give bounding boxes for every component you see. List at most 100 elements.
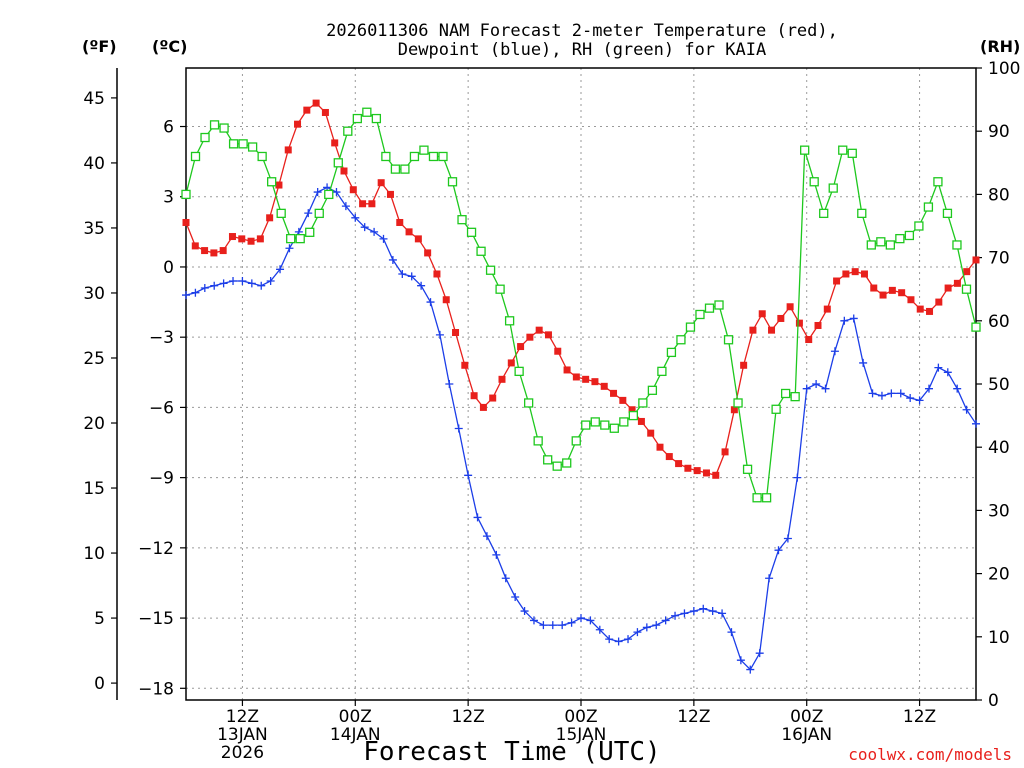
dewpoint-point: [511, 593, 520, 602]
rh-tick-label: 20: [988, 565, 1010, 585]
chart-title-line-2: Dewpoint (blue), RH (green) for KAIA: [398, 40, 766, 60]
rh-point: [647, 385, 658, 395]
rh-point: [628, 410, 638, 421]
dewpoint-point: [774, 546, 783, 555]
rh-point: [704, 303, 715, 313]
dewpoint-point: [614, 637, 623, 646]
dewpoint-point: [924, 384, 933, 393]
temperature-point: [712, 471, 720, 479]
dewpoint-point: [605, 635, 614, 644]
rh-point: [885, 240, 895, 250]
rh-point: [476, 246, 486, 256]
dewpoint-point: [247, 279, 256, 288]
dewpoint-point: [341, 202, 350, 211]
temperature-point: [814, 321, 822, 329]
rh-point: [771, 404, 781, 414]
rh-point: [352, 113, 362, 124]
time-tick-label: 12Z: [452, 707, 485, 727]
dewpoint-point: [727, 628, 736, 637]
dewpoint-point: [266, 277, 275, 286]
rh-point: [276, 208, 286, 219]
dewpoint-point: [388, 255, 397, 264]
rh-point: [723, 335, 734, 345]
rh-point: [504, 316, 515, 326]
rh-point: [733, 398, 743, 408]
rh-point: [457, 215, 467, 225]
rh-point: [371, 113, 382, 124]
rh-point: [209, 120, 220, 130]
time-tick-label: 16JAN: [781, 725, 832, 745]
dewpoint-point: [718, 609, 727, 618]
temperature-point: [386, 190, 394, 198]
rh-point: [752, 493, 762, 503]
temperature-point: [452, 329, 460, 337]
time-tick-label: 12Z: [226, 707, 259, 727]
temperature-point: [656, 443, 664, 451]
dewpoint-point: [473, 513, 482, 522]
rh-point: [562, 458, 572, 468]
rh-point: [324, 189, 334, 200]
temperature-point: [721, 448, 729, 456]
temperature-point: [879, 291, 887, 299]
celsius-tick-label: −3: [149, 328, 174, 348]
rh-point: [971, 322, 981, 332]
fahrenheit-tick-label: 5: [94, 609, 105, 629]
time-tick-label: 14JAN: [330, 725, 381, 745]
series-dewpoint: [182, 183, 980, 674]
temperature-point: [219, 247, 227, 255]
dewpoint-point: [859, 358, 868, 367]
fahrenheit-tick-label: 35: [83, 219, 105, 239]
dewpoint-point: [454, 424, 463, 433]
rh-point: [247, 142, 258, 152]
rh-point: [695, 309, 705, 320]
dewpoint-point: [586, 616, 595, 625]
temperature-point: [414, 235, 422, 243]
dewpoint-point: [285, 244, 294, 253]
temperature-point: [963, 268, 971, 276]
dewpoint-point: [943, 368, 952, 377]
temperature-point: [507, 359, 515, 367]
dewpoint-point: [972, 419, 980, 428]
rh-point: [866, 240, 876, 250]
temperature-point: [591, 378, 599, 386]
rh-point: [571, 436, 581, 446]
rh-point: [238, 139, 248, 149]
rh-point: [857, 208, 867, 219]
temperature-point: [600, 382, 608, 390]
celsius-tick-label: 0: [163, 258, 174, 278]
dewpoint-point: [652, 621, 661, 630]
temperature-point: [898, 289, 906, 297]
dewpoint-point: [877, 391, 886, 400]
celsius-tick-label: 6: [163, 118, 174, 138]
temperature-point: [303, 106, 311, 114]
rh-point: [267, 177, 277, 187]
dewpoint-point: [238, 277, 247, 286]
temperature-point: [935, 298, 943, 306]
temperature-point: [768, 326, 776, 334]
unit-celsius-label: (ºC): [152, 37, 187, 56]
dewpoint-point: [210, 281, 219, 290]
x-axis-label: Forecast Time (UTC): [363, 737, 660, 767]
rh-tick-label: 30: [988, 501, 1010, 521]
temperature-point: [702, 469, 710, 477]
temperature-point: [238, 235, 246, 243]
temperature-point: [368, 200, 376, 208]
rh-point: [524, 398, 534, 408]
fahrenheit-tick-label: 15: [83, 479, 105, 499]
time-tick-label: 00Z: [790, 707, 823, 727]
rh-point: [228, 139, 239, 149]
rh-point: [609, 423, 619, 433]
temperature-point: [870, 284, 878, 292]
time-tick-label: 00Z: [339, 707, 372, 727]
temperature-point: [256, 235, 264, 243]
fahrenheit-tick-label: 30: [83, 284, 105, 304]
fahrenheit-axis-ticks: 45 40 35 30 25 20 15 10 5 0: [83, 89, 117, 694]
dewpoint-point: [482, 532, 491, 541]
temperature-point: [554, 347, 562, 355]
dewpoint-point: [821, 384, 830, 393]
temperature-point: [684, 464, 692, 472]
chart-title: 2026011306 NAM Forecast 2-meter Temperat…: [326, 21, 838, 60]
celsius-tick-label: −12: [138, 539, 174, 559]
temperature-point: [749, 326, 757, 334]
